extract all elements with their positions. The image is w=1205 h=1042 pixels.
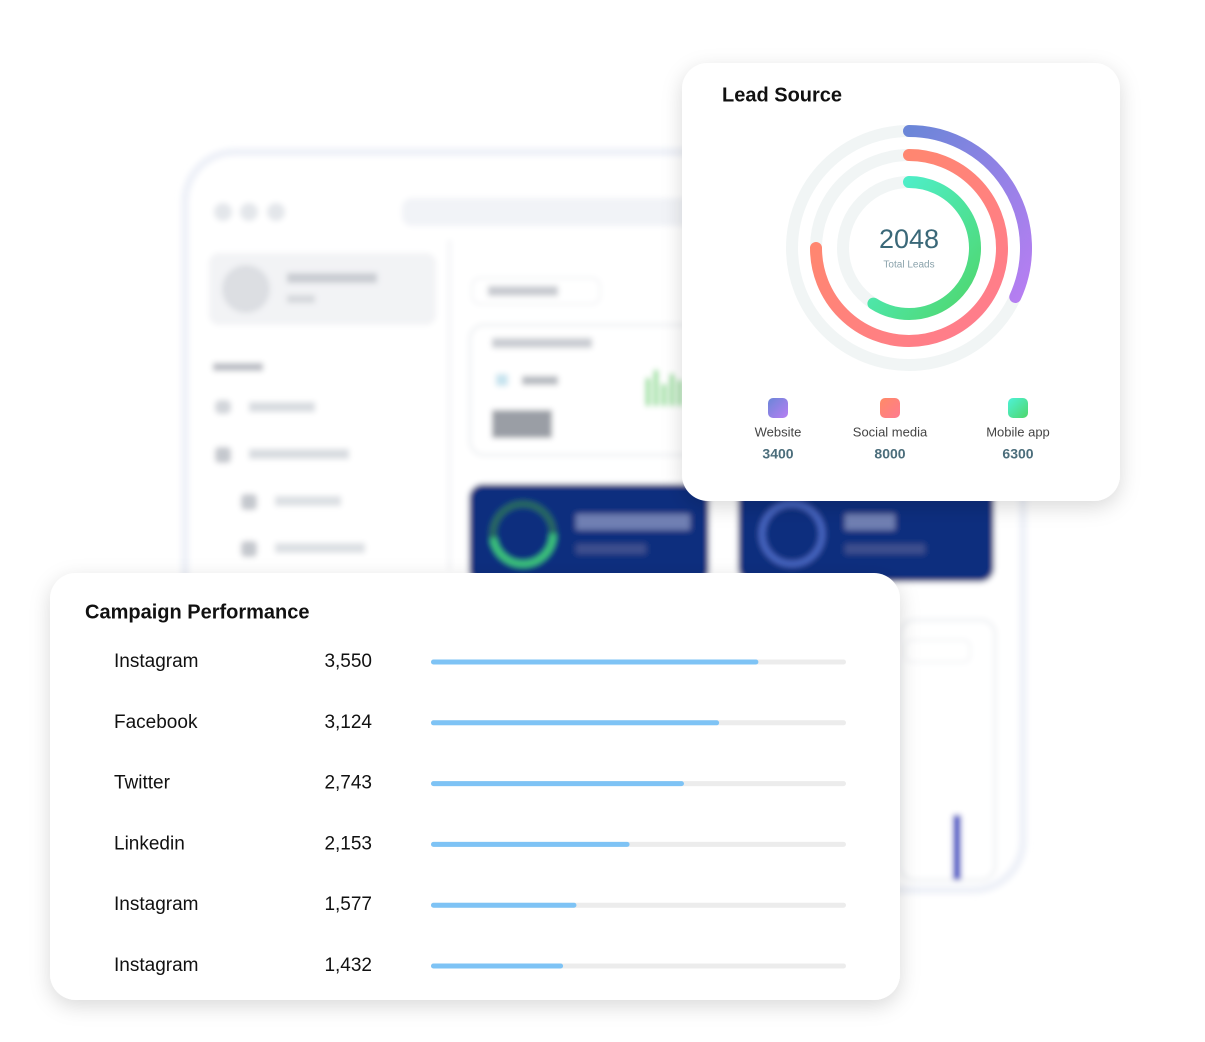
legend-label: Social media xyxy=(853,424,928,439)
ring-arc xyxy=(867,176,981,320)
row-label: Instagram xyxy=(114,651,198,672)
ring-arc xyxy=(903,125,1032,303)
row-value: 3,550 xyxy=(324,651,372,672)
center-value: 2048 xyxy=(879,224,939,254)
row-value: 1,577 xyxy=(324,894,372,915)
row-label: Instagram xyxy=(114,955,198,976)
bar xyxy=(431,841,630,847)
bar xyxy=(431,963,564,969)
bar xyxy=(431,720,720,726)
row-value: 1,432 xyxy=(324,955,372,976)
center-label: Total Leads xyxy=(883,260,934,271)
bar xyxy=(431,902,577,908)
lead-source-card: Lead Source 2048 Total Leads Website 3400… xyxy=(682,63,1120,501)
campaign-card: Campaign Performance Instagram 3,550 Faceb… xyxy=(50,573,900,1000)
legend-swatch xyxy=(1008,398,1028,418)
row-label: Instagram xyxy=(114,894,198,915)
legend-value: 3400 xyxy=(762,446,793,462)
legend-label: Website xyxy=(755,424,802,439)
bar xyxy=(431,659,759,665)
row-value: 2,743 xyxy=(324,773,372,794)
row-label: Facebook xyxy=(114,712,198,733)
card-title: Lead Source xyxy=(722,84,842,106)
card xyxy=(50,573,900,1000)
legend-value: 6300 xyxy=(1002,446,1033,462)
row-label: Twitter xyxy=(114,773,171,794)
legend-value: 8000 xyxy=(874,446,905,462)
ring-arc xyxy=(810,149,1008,347)
legend-swatch xyxy=(768,398,788,418)
row-label: Linkedin xyxy=(114,833,185,854)
row-value: 3,124 xyxy=(324,712,372,733)
row-value: 2,153 xyxy=(324,833,372,854)
card xyxy=(682,63,1120,501)
card-title: Campaign Performance xyxy=(85,601,310,623)
legend-label: Mobile app xyxy=(986,424,1050,439)
bar xyxy=(431,781,684,787)
legend-swatch xyxy=(880,398,900,418)
